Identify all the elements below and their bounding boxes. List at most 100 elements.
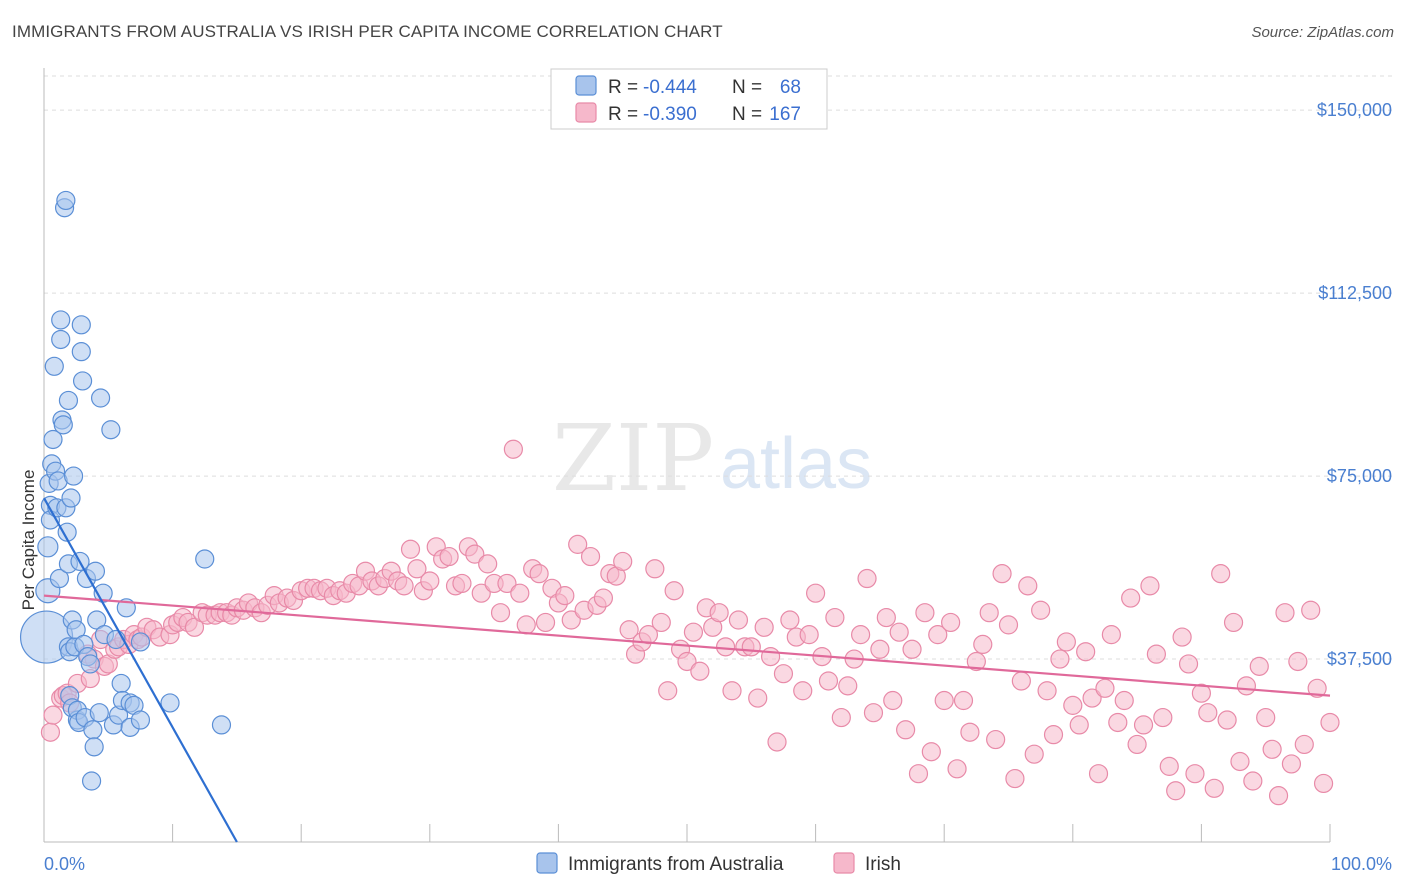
irish-point	[715, 637, 736, 657]
irish-point	[876, 607, 896, 628]
irish-point	[1249, 656, 1269, 676]
irish-point	[760, 646, 781, 667]
irish-point	[767, 732, 787, 752]
chart-source: Source: ZipAtlas.com	[1251, 24, 1394, 41]
australia-point	[56, 190, 76, 211]
australia-point	[44, 356, 64, 376]
irish-point	[953, 690, 974, 711]
legend-r-label-2: R =	[608, 104, 638, 125]
irish-point	[818, 671, 839, 691]
irish-point	[883, 690, 903, 711]
australia-point	[72, 371, 93, 391]
irish-point	[960, 722, 980, 742]
irish-point	[709, 603, 729, 623]
australia-point	[63, 466, 84, 486]
irish-point	[838, 676, 858, 696]
australia-point	[130, 710, 151, 730]
australia-point	[49, 568, 70, 589]
irish-point	[1223, 612, 1244, 633]
irish-point	[1037, 681, 1057, 701]
y-axis-label: Per Capita Income	[19, 470, 38, 611]
irish-point	[452, 573, 472, 594]
irish-point	[1256, 707, 1276, 728]
tick-labels: $37,500 $75,000 $112,500 $150,000 0.0% 100.0%	[44, 100, 1392, 874]
irish-point	[1101, 625, 1121, 645]
irish-point	[1121, 588, 1141, 608]
bottom-legend-australia: Immigrants from Australia	[568, 854, 784, 875]
irish-point	[773, 664, 794, 684]
irish-point	[986, 729, 1006, 750]
irish-point	[1018, 576, 1038, 596]
irish-point	[934, 690, 954, 711]
australia-point	[53, 415, 73, 435]
irish-point	[1243, 771, 1263, 791]
irish-trend-line	[43, 594, 1331, 697]
australia-point	[81, 771, 102, 791]
irish-point	[1050, 649, 1070, 669]
irish-point	[857, 568, 877, 589]
irish-point	[478, 554, 498, 574]
irish-point	[651, 612, 671, 633]
irish-point	[1082, 688, 1102, 708]
watermark-zip: ZIP	[552, 405, 714, 512]
legend-r-value-2: -0.390	[643, 104, 697, 125]
australia-point	[89, 703, 109, 723]
irish-point	[973, 634, 993, 655]
irish-points	[40, 439, 1340, 806]
irish-point	[1043, 725, 1064, 745]
australia-point	[58, 390, 79, 411]
irish-point	[1191, 683, 1212, 703]
irish-point	[863, 703, 884, 723]
irish-point	[896, 720, 916, 740]
irish-point	[1198, 703, 1218, 723]
irish-point	[805, 583, 826, 603]
irish-point	[1133, 715, 1154, 735]
irish-point	[400, 539, 421, 559]
irish-point	[465, 544, 485, 564]
y-tick-label: $112,500	[1318, 283, 1392, 303]
irish-point	[851, 625, 871, 645]
irish-point	[1320, 712, 1340, 733]
irish-point	[728, 610, 749, 630]
irish-point	[1313, 773, 1334, 794]
irish-point	[799, 625, 819, 645]
irish-point	[619, 620, 639, 640]
irish-point	[947, 759, 967, 779]
australia-point	[71, 342, 91, 362]
australia-point	[51, 329, 71, 350]
irish-point	[1262, 739, 1282, 759]
irish-point	[1011, 671, 1031, 691]
irish-point	[471, 583, 491, 603]
irish-point	[1095, 678, 1115, 698]
irish-point	[555, 586, 575, 606]
irish-point	[1301, 600, 1321, 620]
irish-point	[928, 625, 948, 645]
legend-swatch-australia	[575, 75, 597, 96]
irish-point	[1127, 734, 1147, 755]
irish-point	[780, 610, 800, 630]
irish-point	[889, 622, 909, 642]
irish-point	[1307, 678, 1327, 698]
irish-point	[613, 551, 633, 572]
irish-point	[966, 651, 986, 672]
australia-point	[43, 429, 63, 450]
irish-point	[510, 583, 530, 603]
legend-n-label-2: N =	[732, 104, 762, 125]
irish-point	[561, 610, 581, 630]
irish-point	[503, 439, 523, 459]
legend-box: R = -0.444 N = 68 R = -0.390 N = 167	[550, 68, 828, 130]
irish-point	[992, 564, 1012, 584]
irish-point	[407, 559, 427, 579]
irish-point	[1178, 654, 1199, 674]
irish-point	[1069, 715, 1089, 735]
legend-r-label-1: R =	[608, 77, 638, 98]
irish-point	[40, 722, 61, 742]
irish-point	[1024, 744, 1044, 764]
irish-point	[1185, 764, 1205, 784]
irish-point	[1166, 781, 1186, 801]
gridlines	[44, 75, 1392, 660]
irish-point	[1236, 676, 1257, 696]
australia-point	[90, 388, 111, 408]
irish-point	[1114, 690, 1134, 711]
